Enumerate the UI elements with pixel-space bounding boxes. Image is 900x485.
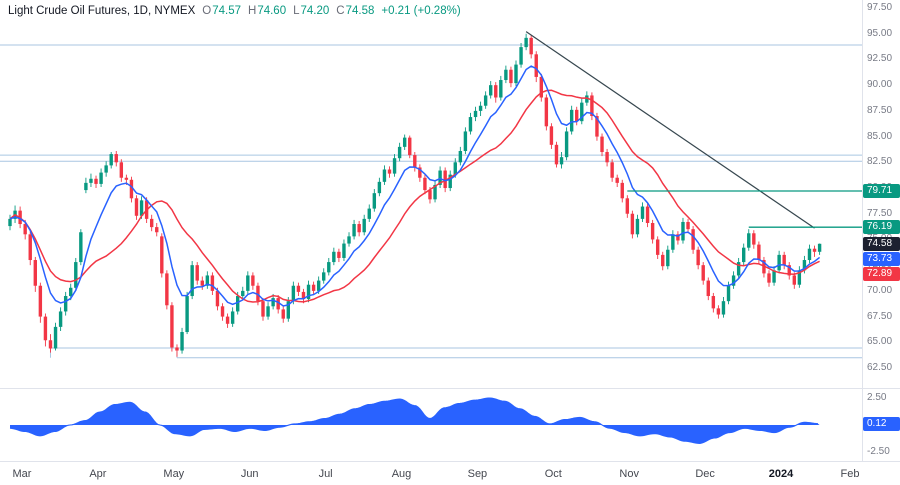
time-tick-label: Mar	[12, 468, 32, 480]
ma-fast-badge: 73.73	[863, 251, 900, 266]
legend: Light Crude Oil Futures, 1D, NYMEX O74.57…	[8, 5, 461, 17]
price-tick-label: 62.50	[867, 362, 893, 374]
price-tick-label: 77.50	[867, 207, 893, 219]
indicator-tick-label: -2.50	[867, 446, 890, 457]
time-axis[interactable]: Mar Apr May Jun Jul Aug Sep Oct Nov Dec 2024 Feb	[0, 462, 900, 485]
time-tick-label: Feb	[840, 468, 860, 480]
time-tick-label: Apr	[89, 468, 107, 480]
time-tick-label: Jul	[318, 468, 333, 480]
price-tick-label: 90.00	[867, 79, 893, 91]
time-tick-label: Oct	[544, 468, 562, 480]
price-level-badge: 79.71	[863, 184, 900, 198]
ohlc-high-label: H	[248, 5, 257, 17]
time-tick-label: May	[163, 468, 185, 480]
time-tick-label: Aug	[391, 468, 412, 480]
time-tick-label: Dec	[695, 468, 715, 480]
time-axis-separator	[0, 461, 900, 462]
price-tick-label: 92.50	[867, 53, 893, 65]
price-tick-label: 65.00	[867, 336, 893, 348]
trendline[interactable]	[525, 31, 815, 229]
time-tick-label: Jun	[240, 468, 259, 480]
price-tick-label: 82.50	[867, 156, 893, 168]
indicator-value-badge: 0.12	[863, 416, 900, 431]
ohlc-close-value: 74.58	[345, 5, 375, 17]
symbol-title[interactable]: Light Crude Oil Futures, 1D, NYMEX	[8, 5, 196, 17]
ohlc-low-label: L	[293, 5, 300, 17]
ohlc-open-label: O	[202, 5, 212, 17]
ohlc-low-value: 74.20	[300, 5, 330, 17]
price-tick-label: 97.50	[867, 2, 893, 14]
ohlc-high-value: 74.60	[257, 5, 287, 17]
ohlc-open-value: 74.57	[212, 5, 241, 17]
last-price-badge: 74.58	[863, 236, 900, 251]
indicator-tick-label: 2.50	[867, 392, 887, 403]
price-axis-separator	[862, 0, 863, 461]
time-tick-label: Sep	[467, 468, 488, 480]
oscillator-line	[9, 397, 819, 444]
candles-layer[interactable]	[8, 33, 822, 357]
ma-fast-line[interactable]	[9, 65, 821, 307]
time-tick-label: Nov	[619, 468, 639, 480]
time-tick-label: 2024	[768, 468, 794, 480]
price-level-badge: 76.19	[863, 220, 900, 235]
price-tick-label: 85.00	[867, 130, 893, 142]
price-tick-label: 70.00	[867, 284, 893, 296]
ma-slow-badge: 72.89	[863, 266, 900, 281]
indicator-pane[interactable]	[0, 390, 862, 461]
ma-slow-line[interactable]	[9, 89, 820, 303]
price-pane[interactable]	[0, 0, 862, 388]
level-lines-layer	[0, 44, 862, 359]
oscillator-area	[10, 398, 820, 444]
ohlc-close-label: C	[336, 5, 345, 17]
price-tick-label: 95.00	[867, 27, 893, 39]
pane-separator[interactable]	[0, 388, 900, 389]
ohlc-change-value: +0.21 (+0.28%)	[381, 5, 461, 17]
indicator-axis[interactable]: 2.50 -2.50	[863, 390, 900, 461]
price-tick-label: 67.50	[867, 310, 893, 322]
price-tick-label: 87.50	[867, 104, 893, 116]
